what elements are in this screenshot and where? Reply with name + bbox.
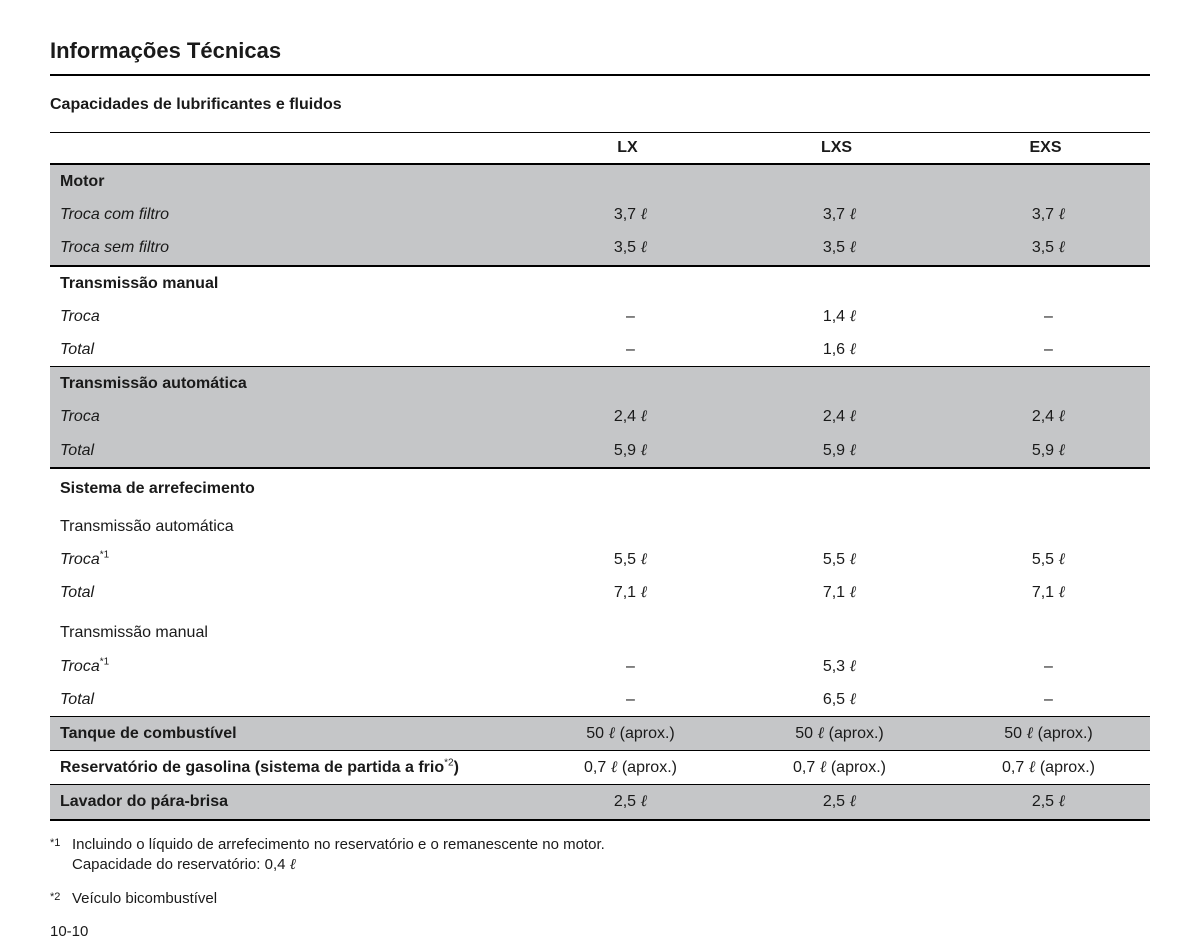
table-row: Troca com filtro 3,7 ℓ 3,7 ℓ 3,7 ℓ xyxy=(50,198,1150,231)
row-label: Troca xyxy=(50,400,523,433)
cell: 7,1 ℓ xyxy=(941,576,1150,616)
cell: 0,7 ℓ (aprox.) xyxy=(732,751,941,785)
table-row: Sistema de arrefecimento xyxy=(50,468,1150,510)
cell: 7,1 ℓ xyxy=(732,576,941,616)
table-row: Transmissão manual xyxy=(50,266,1150,300)
footnote-body: Veículo bicombustível xyxy=(72,889,217,909)
table-row: Troca*1 – 5,3 ℓ – xyxy=(50,650,1150,683)
header-row: LX LXS EXS xyxy=(50,133,1150,165)
cell: – xyxy=(523,650,732,683)
cell: 3,5 ℓ xyxy=(523,231,732,265)
table-row: Total – 6,5 ℓ – xyxy=(50,683,1150,717)
row-reservoir: Reservatório de gasolina (sistema de par… xyxy=(50,751,523,785)
cell: 5,5 ℓ xyxy=(523,543,732,576)
footnote-mark: *2 xyxy=(50,889,64,909)
section-motor: Motor xyxy=(50,164,1150,198)
col-lx: LX xyxy=(523,133,732,165)
cell: 3,5 ℓ xyxy=(732,231,941,265)
row-label: Total xyxy=(50,683,523,717)
cell: 2,5 ℓ xyxy=(523,785,732,820)
cell: 3,7 ℓ xyxy=(523,198,732,231)
subtitle: Capacidades de lubrificantes e fluidos xyxy=(50,96,1150,114)
cell: 3,5 ℓ xyxy=(941,231,1150,265)
cell: 1,6 ℓ xyxy=(732,333,941,367)
cooling-auto-label: Transmissão automática xyxy=(50,510,1150,543)
section-trans-manual: Transmissão manual xyxy=(50,266,1150,300)
table-row: Total – 1,6 ℓ – xyxy=(50,333,1150,367)
cell: 5,5 ℓ xyxy=(941,543,1150,576)
cell: 3,7 ℓ xyxy=(941,198,1150,231)
footnote-2: *2 Veículo bicombustível xyxy=(50,889,1150,909)
section-cooling: Sistema de arrefecimento xyxy=(50,468,1150,510)
cell: 5,9 ℓ xyxy=(941,434,1150,468)
table-row: Reservatório de gasolina (sistema de par… xyxy=(50,751,1150,785)
cell: 2,5 ℓ xyxy=(941,785,1150,820)
cell: 5,9 ℓ xyxy=(732,434,941,468)
cell: – xyxy=(941,333,1150,367)
cell: 5,9 ℓ xyxy=(523,434,732,468)
cell: – xyxy=(941,650,1150,683)
header-empty xyxy=(50,133,523,165)
cell: 50 ℓ (aprox.) xyxy=(732,717,941,751)
row-label: Troca xyxy=(50,300,523,333)
table-row: Motor xyxy=(50,164,1150,198)
footnotes: *1 Incluindo o líquido de arrefecimento … xyxy=(50,835,1150,910)
footnote-mark: *1 xyxy=(50,835,64,876)
table-row: Troca sem filtro 3,5 ℓ 3,5 ℓ 3,5 ℓ xyxy=(50,231,1150,265)
footnote-body: Incluindo o líquido de arrefecimento no … xyxy=(72,835,605,876)
table-row: Total 7,1 ℓ 7,1 ℓ 7,1 ℓ xyxy=(50,576,1150,616)
section-trans-auto: Transmissão automática xyxy=(50,367,1150,401)
cell: – xyxy=(523,333,732,367)
cell: – xyxy=(523,300,732,333)
table-row: Total 5,9 ℓ 5,9 ℓ 5,9 ℓ xyxy=(50,434,1150,468)
cell: 5,3 ℓ xyxy=(732,650,941,683)
cell: 7,1 ℓ xyxy=(523,576,732,616)
table-row: Lavador do pára-brisa 2,5 ℓ 2,5 ℓ 2,5 ℓ xyxy=(50,785,1150,820)
table-row: Transmissão manual xyxy=(50,616,1150,649)
footnote-1: *1 Incluindo o líquido de arrefecimento … xyxy=(50,835,1150,876)
row-label: Troca sem filtro xyxy=(50,231,523,265)
capacities-table: LX LXS EXS Motor Troca com filtro 3,7 ℓ … xyxy=(50,132,1150,821)
page-number: 10-10 xyxy=(50,923,1150,940)
cell: 2,4 ℓ xyxy=(941,400,1150,433)
table-row: Transmissão automática xyxy=(50,367,1150,401)
table-row: Tanque de combustível 50 ℓ (aprox.) 50 ℓ… xyxy=(50,717,1150,751)
row-label: Troca*1 xyxy=(50,543,523,576)
table-row: Transmissão automática xyxy=(50,510,1150,543)
cell: 50 ℓ (aprox.) xyxy=(941,717,1150,751)
table-row: Troca – 1,4 ℓ – xyxy=(50,300,1150,333)
col-lxs: LXS xyxy=(732,133,941,165)
cell: 2,4 ℓ xyxy=(732,400,941,433)
row-label: Total xyxy=(50,576,523,616)
row-label: Total xyxy=(50,333,523,367)
cell: – xyxy=(523,683,732,717)
cell: – xyxy=(941,683,1150,717)
cell: – xyxy=(941,300,1150,333)
cell: 6,5 ℓ xyxy=(732,683,941,717)
row-fuel: Tanque de combustível xyxy=(50,717,523,751)
row-label: Total xyxy=(50,434,523,468)
cell: 5,5 ℓ xyxy=(732,543,941,576)
cell: 3,7 ℓ xyxy=(732,198,941,231)
row-label: Troca com filtro xyxy=(50,198,523,231)
cell: 2,4 ℓ xyxy=(523,400,732,433)
cell: 2,5 ℓ xyxy=(732,785,941,820)
col-exs: EXS xyxy=(941,133,1150,165)
table-row: Troca*1 5,5 ℓ 5,5 ℓ 5,5 ℓ xyxy=(50,543,1150,576)
row-label: Troca*1 xyxy=(50,650,523,683)
cell: 0,7 ℓ (aprox.) xyxy=(941,751,1150,785)
cell: 0,7 ℓ (aprox.) xyxy=(523,751,732,785)
table-row: Troca 2,4 ℓ 2,4 ℓ 2,4 ℓ xyxy=(50,400,1150,433)
cell: 1,4 ℓ xyxy=(732,300,941,333)
row-washer: Lavador do pára-brisa xyxy=(50,785,523,820)
cooling-man-label: Transmissão manual xyxy=(50,616,1150,649)
cell: 50 ℓ (aprox.) xyxy=(523,717,732,751)
page-title: Informações Técnicas xyxy=(50,38,1150,76)
